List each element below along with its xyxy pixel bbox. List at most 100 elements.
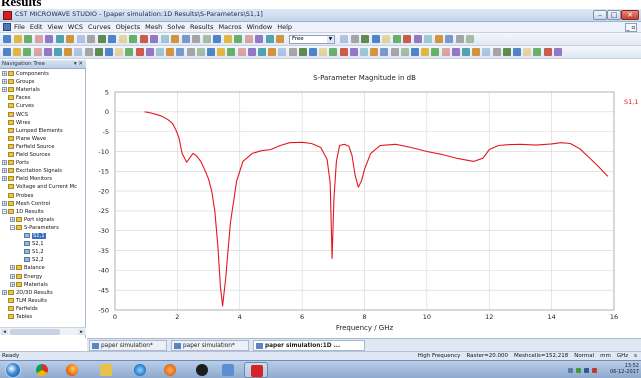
main-tool-17-icon[interactable] (171, 35, 179, 43)
main-tool-21-icon[interactable] (213, 35, 221, 43)
secondary-tool-25-icon[interactable] (248, 48, 256, 56)
secondary-tool-6-icon[interactable] (54, 48, 62, 56)
main-tool-2-icon[interactable] (14, 35, 22, 43)
secondary-tool-18-icon[interactable] (176, 48, 184, 56)
secondary-tool-43-icon[interactable] (431, 48, 439, 56)
main-tool-15-icon[interactable] (150, 35, 158, 43)
secondary-tool-34-icon[interactable] (340, 48, 348, 56)
flag-icon[interactable] (592, 367, 597, 373)
secondary-tool-16-icon[interactable] (156, 48, 164, 56)
tree-item-s-parameters[interactable]: − S-Parameters (10, 224, 59, 231)
tree-item-1d-results[interactable]: − 1D Results (2, 208, 44, 215)
secondary-tool-35-icon[interactable] (350, 48, 358, 56)
tree-item-balance[interactable]: + Balance (10, 265, 45, 271)
taskbar-cst-button[interactable] (244, 362, 268, 378)
main-tool-35-icon[interactable] (414, 35, 422, 43)
secondary-tool-29-icon[interactable] (289, 48, 297, 56)
menu-item-curves[interactable]: Curves (88, 23, 111, 31)
main-tool-31-icon[interactable] (372, 35, 380, 43)
tree-expander-icon[interactable]: + (2, 200, 7, 206)
main-tool-19-icon[interactable] (192, 35, 200, 43)
main-tool-18-icon[interactable] (182, 35, 190, 43)
secondary-tool-13-icon[interactable] (125, 48, 133, 56)
secondary-tool-22-icon[interactable] (217, 48, 225, 56)
taskbar-media-button[interactable] (158, 362, 182, 378)
menu-item-window[interactable]: Window (246, 23, 273, 31)
secondary-tool-48-icon[interactable] (482, 48, 490, 56)
main-tool-13-icon[interactable] (129, 35, 137, 43)
secondary-tool-17-icon[interactable] (166, 48, 174, 56)
tree-item-materials[interactable]: + Materials (10, 281, 48, 288)
tree-expander-icon[interactable]: + (10, 281, 15, 287)
volume-icon[interactable] (584, 367, 589, 373)
tree-item-energy[interactable]: + Energy (10, 273, 42, 280)
app-icon[interactable] (3, 11, 12, 20)
taskbar-ie-button[interactable] (128, 362, 152, 378)
taskbar-firefox-button[interactable] (60, 362, 84, 378)
tree-item-wires[interactable]: Wires (2, 119, 30, 126)
main-tool-40-icon[interactable] (466, 35, 474, 43)
tree-expander-icon[interactable]: − (2, 208, 7, 214)
main-tool-28-icon[interactable] (340, 35, 348, 43)
tree-item-voltage-and-current-mc[interactable]: Voltage and Current Mc (2, 184, 77, 190)
scroll-left-icon[interactable]: ◂ (1, 329, 8, 335)
start-button[interactable] (2, 362, 24, 378)
secondary-tool-5-icon[interactable] (44, 48, 52, 56)
secondary-tool-50-icon[interactable] (503, 48, 511, 56)
secondary-tool-45-icon[interactable] (452, 48, 460, 56)
main-tool-11-icon[interactable] (108, 35, 116, 43)
document-tab[interactable]: paper simulation* (171, 340, 249, 351)
secondary-tool-42-icon[interactable] (421, 48, 429, 56)
mdi-restore-button[interactable]: _ ▫ (625, 23, 637, 32)
taskbar-explorer-button[interactable] (94, 362, 118, 378)
secondary-tool-26-icon[interactable] (258, 48, 266, 56)
main-tool-27-icon[interactable] (276, 35, 284, 43)
taskbar-window-button[interactable] (216, 362, 240, 378)
series-line-s11[interactable] (144, 111, 609, 307)
navigation-scrollbar[interactable]: ◂ ▸ (0, 327, 86, 335)
menu-item-view[interactable]: View (47, 23, 63, 31)
main-tool-3-icon[interactable] (24, 35, 32, 43)
menu-item-help[interactable]: Help (277, 23, 293, 31)
tree-item-components[interactable]: + Components (2, 71, 49, 77)
secondary-tool-2-icon[interactable] (13, 48, 21, 56)
tree-item-groups[interactable]: + Groups (2, 79, 35, 85)
network-icon[interactable] (576, 367, 581, 373)
secondary-tool-49-icon[interactable] (493, 48, 501, 56)
secondary-tool-27-icon[interactable] (268, 48, 276, 56)
minimize-button[interactable]: – (593, 10, 607, 20)
menu-item-macros[interactable]: Macros (218, 23, 242, 31)
tree-item-faces[interactable]: Faces (2, 95, 30, 101)
main-tool-32-icon[interactable] (382, 35, 390, 43)
document-tab[interactable]: paper simulation:1D ... (253, 340, 365, 351)
scroll-right-icon[interactable]: ▸ (78, 329, 85, 335)
tree-item-farfields[interactable]: Farfields (2, 305, 38, 312)
main-tool-14-icon[interactable] (140, 35, 148, 43)
selection-mode-select[interactable]: Free ▼ (289, 35, 335, 44)
tree-expander-icon[interactable]: + (2, 176, 7, 182)
tree-item-s1-1[interactable]: S1,1 (18, 233, 46, 239)
secondary-tool-30-icon[interactable] (299, 48, 307, 56)
main-tool-34-icon[interactable] (403, 35, 411, 43)
menu-item-wcs[interactable]: WCS (67, 23, 84, 31)
secondary-tool-28-icon[interactable] (278, 48, 286, 56)
menu-item-objects[interactable]: Objects (115, 23, 141, 31)
main-tool-9-icon[interactable] (87, 35, 95, 43)
tree-expander-icon[interactable]: + (10, 273, 15, 279)
secondary-tool-36-icon[interactable] (360, 48, 368, 56)
secondary-tool-39-icon[interactable] (391, 48, 399, 56)
secondary-tool-33-icon[interactable] (329, 48, 337, 56)
secondary-tool-14-icon[interactable] (136, 48, 144, 56)
main-tool-36-icon[interactable] (424, 35, 432, 43)
secondary-tool-23-icon[interactable] (227, 48, 235, 56)
main-tool-38-icon[interactable] (445, 35, 453, 43)
main-tool-23-icon[interactable] (234, 35, 242, 43)
secondary-tool-53-icon[interactable] (533, 48, 541, 56)
secondary-tool-15-icon[interactable] (146, 48, 154, 56)
taskbar-app-button[interactable] (190, 362, 214, 378)
scroll-thumb[interactable] (10, 329, 60, 335)
tree-item-port-signals[interactable]: + Port signals (10, 216, 54, 223)
main-tool-12-icon[interactable] (119, 35, 127, 43)
tree-item-mesh-control[interactable]: + Mesh Control (2, 200, 50, 207)
secondary-tool-10-icon[interactable] (95, 48, 103, 56)
